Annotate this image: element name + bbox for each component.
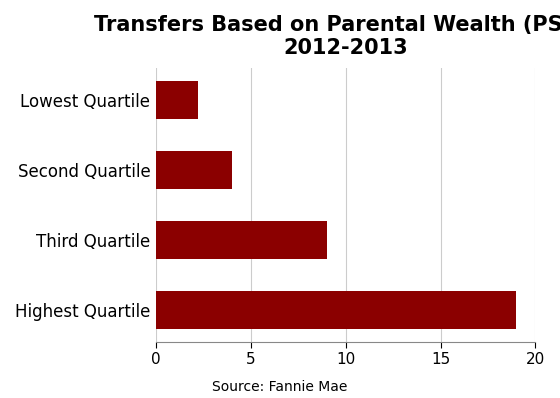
- Bar: [156, 291, 516, 329]
- Bar: [156, 80, 198, 119]
- Text: Source: Fannie Mae: Source: Fannie Mae: [212, 380, 348, 394]
- Bar: [156, 220, 326, 259]
- Bar: [156, 150, 232, 189]
- Title: Transfers Based on Parental Wealth (PSID)
2012-2013: Transfers Based on Parental Wealth (PSID…: [94, 15, 560, 58]
